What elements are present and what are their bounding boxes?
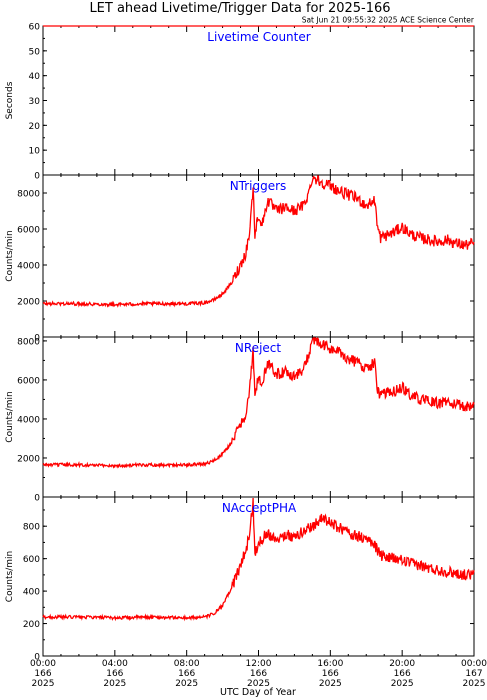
panel-frame [42,25,475,176]
x-tick-label-time: 08:00 [174,659,200,669]
panel-frame [42,336,475,498]
panel-frame [42,174,475,338]
y-tick-label: 6000 [17,226,40,236]
y-tick-label: 200 [23,620,40,630]
x-tick-label-year: 2025 [463,679,486,689]
x-tick-label-time: 20:00 [389,659,415,669]
panel-title: Livetime Counter [207,30,310,44]
y-tick-label: 600 [23,555,40,565]
chart-subtitle: Sat Jun 21 09:55:32 2025 ACE Science Cen… [302,16,475,25]
y-axis-label: Counts/min [5,551,15,602]
y-tick-label: 2000 [17,454,40,464]
panel-1: 0 10 20 30 40 50 60 Seconds Livetime Counter [5,23,475,182]
y-tick-label: 8000 [17,190,40,200]
y-tick-label: 20 [29,122,41,132]
x-tick-label-time: 00:00 [30,659,56,669]
y-tick-label: 40 [29,72,41,82]
panel-3: 0 2000 4000 6000 8000 Counts/min NReject [5,336,475,504]
y-tick-label: 0 [34,494,40,504]
y-tick-label: 6000 [17,376,40,386]
x-tick-label-time: 12:00 [246,659,272,669]
series-line [42,497,475,622]
x-tick-label-day: 166 [322,669,339,679]
x-tick-label-time: 16:00 [317,659,343,669]
y-axis-label: Counts/min [5,230,15,281]
panel-frame [42,496,475,657]
x-tick-label-day: 167 [465,669,482,679]
y-tick-label: 10 [29,147,41,157]
y-tick-label: 0 [34,334,40,344]
panel-title: NReject [235,341,281,355]
x-tick-label-day: 166 [178,669,195,679]
x-tick-label-year: 2025 [32,679,55,689]
y-tick-label: 0 [34,653,40,663]
x-tick-label-year: 2025 [391,679,414,689]
x-tick-label-time: 04:00 [102,659,128,669]
y-tick-label: 4000 [17,415,40,425]
panel-title: NAcceptPHA [222,501,297,515]
x-tick-label-day: 166 [250,669,267,679]
x-tick-label-year: 2025 [103,679,126,689]
panel-title: NTriggers [230,179,287,193]
series-line [43,175,475,308]
y-tick-label: 800 [23,523,40,533]
chart-title: LET ahead Livetime/Trigger Data for 2025… [89,1,390,16]
y-axis-label: Counts/min [5,391,15,442]
x-tick-label-year: 2025 [247,679,270,689]
x-tick-label-day: 166 [394,669,411,679]
y-axis-label: Seconds [5,81,15,119]
y-tick-label: 50 [29,47,41,57]
x-tick-label-year: 2025 [319,679,342,689]
series-line [42,336,475,469]
y-tick-label: 2000 [17,298,40,308]
x-axis-label: UTC Day of Year [220,687,296,698]
y-tick-label: 8000 [17,337,40,347]
y-tick-label: 4000 [17,262,40,272]
y-tick-label: 400 [23,588,40,598]
panel-4: 0 200 400 600 800 Counts/min NAcceptPHA [5,496,475,663]
y-tick-label: 60 [29,23,41,33]
x-tick-label-time: 00:00 [461,659,487,669]
x-tick-label-day: 166 [106,669,123,679]
panel-2: 0 2000 4000 6000 8000 Counts/min NTriggers [5,174,475,344]
y-tick-label: 0 [34,172,40,182]
x-tick-label-day: 166 [34,669,51,679]
y-tick-label: 30 [29,97,41,107]
chart-panels: 0 10 20 30 40 50 60 Seconds Livetime Counter 0 200… [5,23,487,690]
x-tick-label-year: 2025 [175,679,198,689]
